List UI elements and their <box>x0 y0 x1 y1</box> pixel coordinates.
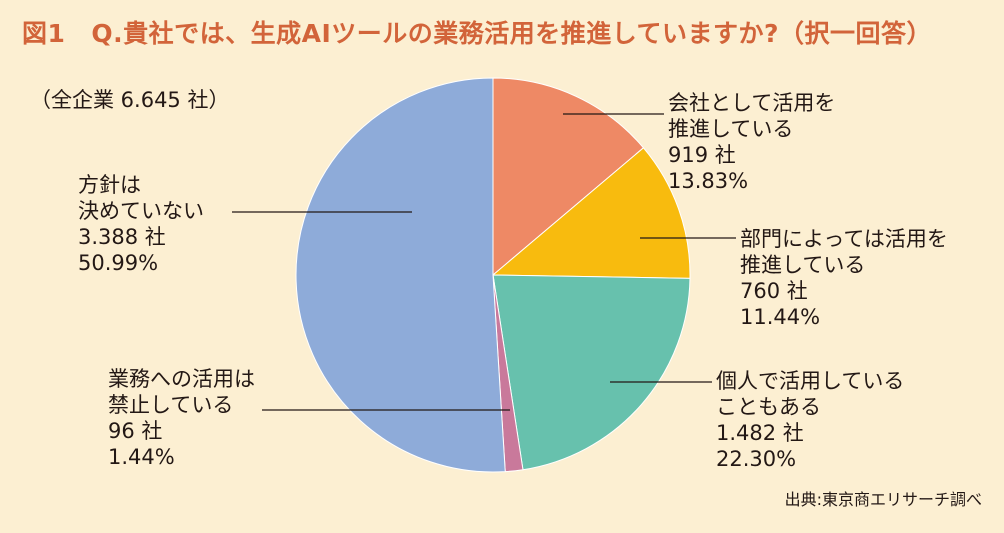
question-text: Q.貴社では、生成AIツールの業務活用を推進していますか?（択一回答） <box>91 19 933 48</box>
label-company-promote: 会社として活用を 推進している 919 社 13.83% <box>668 90 835 194</box>
label-prohibited-line2: 禁止している <box>108 393 234 417</box>
label-company-promote-line1: 会社として活用を <box>668 91 836 115</box>
label-prohibited: 業務への活用は 禁止している 96 社 1.44% <box>108 366 255 470</box>
slice-company-promote <box>492 77 645 277</box>
label-individual-use-percent: 22.30% <box>716 447 797 471</box>
figure-number: 図1 <box>22 19 66 48</box>
label-individual-use: 個人で活用している こともある 1.482 社 22.30% <box>716 368 904 472</box>
label-individual-use-count: 1.482 社 <box>716 421 804 445</box>
label-no-policy-percent: 50.99% <box>78 251 159 275</box>
slice-individual-use <box>492 274 691 471</box>
label-department-promote-count: 760 社 <box>740 279 808 303</box>
label-no-policy-line2: 決めていない <box>78 199 204 223</box>
label-no-policy: 方針は 決めていない 3.388 社 50.99% <box>78 172 204 276</box>
label-no-policy-line1: 方針は <box>78 173 141 197</box>
label-prohibited-line1: 業務への活用は <box>108 367 255 391</box>
slice-no-policy <box>295 77 506 473</box>
label-department-promote-line1: 部門によっては活用を <box>740 227 948 251</box>
label-company-promote-percent: 13.83% <box>668 169 749 193</box>
label-no-policy-count: 3.388 社 <box>78 225 166 249</box>
label-prohibited-percent: 1.44% <box>108 445 175 469</box>
source-note: 出典:東京商エリサーチ調べ <box>784 490 982 509</box>
label-individual-use-line1: 個人で活用している <box>716 369 905 393</box>
label-prohibited-count: 96 社 <box>108 419 163 443</box>
total-companies: （全企業 6.645 社） <box>30 88 230 112</box>
label-department-promote: 部門によっては活用を 推進している 760 社 11.44% <box>740 226 948 330</box>
slice-department-promote <box>491 147 691 279</box>
label-department-promote-line2: 推進している <box>740 253 866 277</box>
label-department-promote-percent: 11.44% <box>740 305 821 329</box>
label-individual-use-line2: こともある <box>716 395 821 419</box>
label-company-promote-count: 919 社 <box>668 143 736 167</box>
label-company-promote-line2: 推進している <box>668 117 794 141</box>
chart-title: 図1 Q.貴社では、生成AIツールの業務活用を推進していますか?（択一回答） <box>22 14 932 50</box>
